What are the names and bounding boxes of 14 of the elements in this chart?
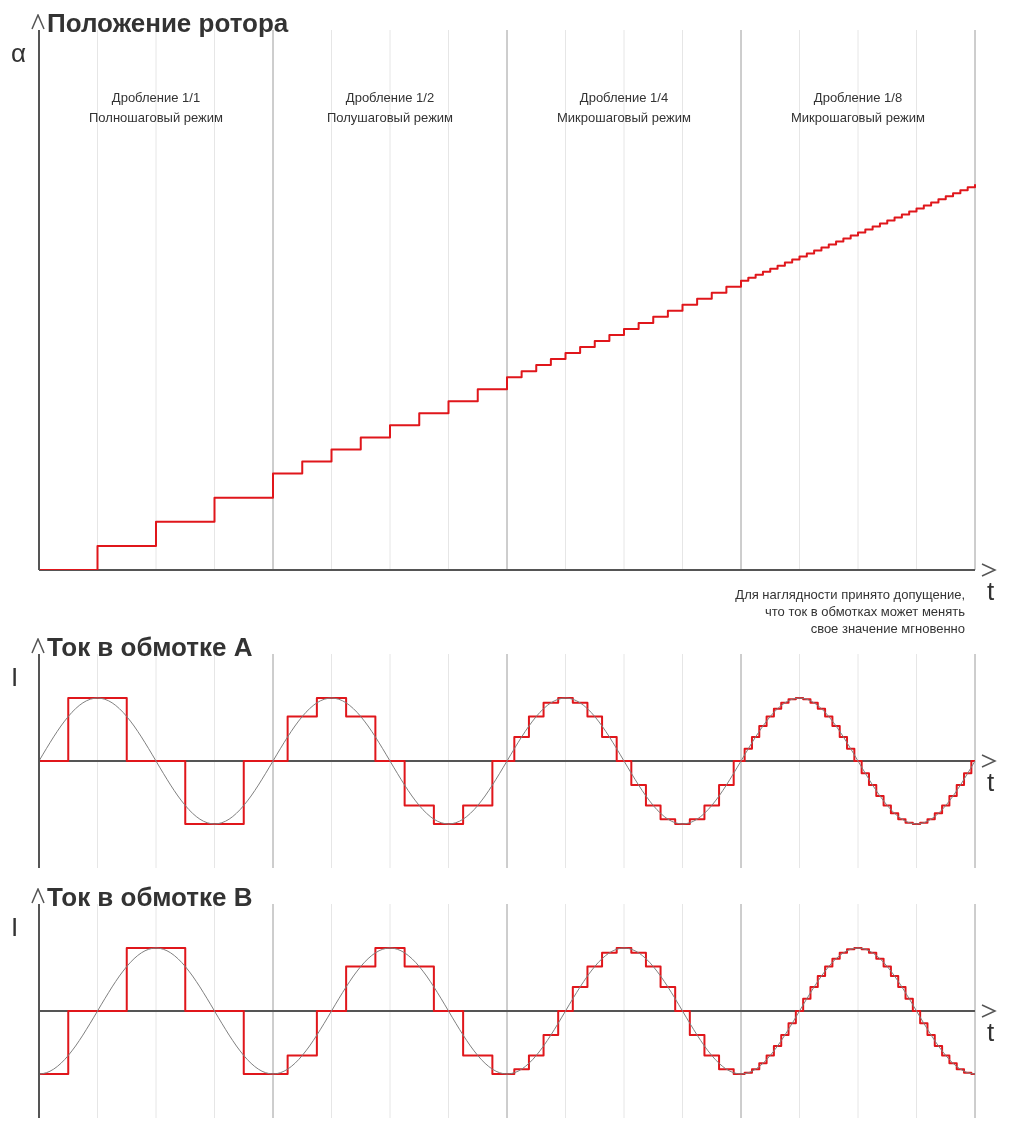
- chart-title: Ток в обмотке A: [47, 632, 253, 663]
- text: Дробление 1/8 Микрошаговый режим: [790, 89, 926, 127]
- x-axis-title: t: [987, 1017, 995, 1048]
- y-axis-title: α: [11, 38, 27, 69]
- text: Дробление 1/2 Полушаговый режим: [325, 89, 455, 127]
- chart-title: Ток в обмотке B: [47, 882, 253, 913]
- text: Дробление 1/1 Полношаговый режим: [88, 89, 224, 127]
- x-axis-title: t: [987, 576, 995, 607]
- chart-title: Положение ротора: [47, 8, 289, 39]
- text: Дробление 1/4 Микрошаговый режим: [556, 89, 692, 127]
- x-axis-title: t: [987, 767, 995, 798]
- y-axis-title: I: [11, 662, 19, 693]
- text: Для наглядности принято допущение, что ток в обмотках может менять свое значение мгновенно: [735, 586, 965, 637]
- y-axis-title: I: [11, 912, 19, 943]
